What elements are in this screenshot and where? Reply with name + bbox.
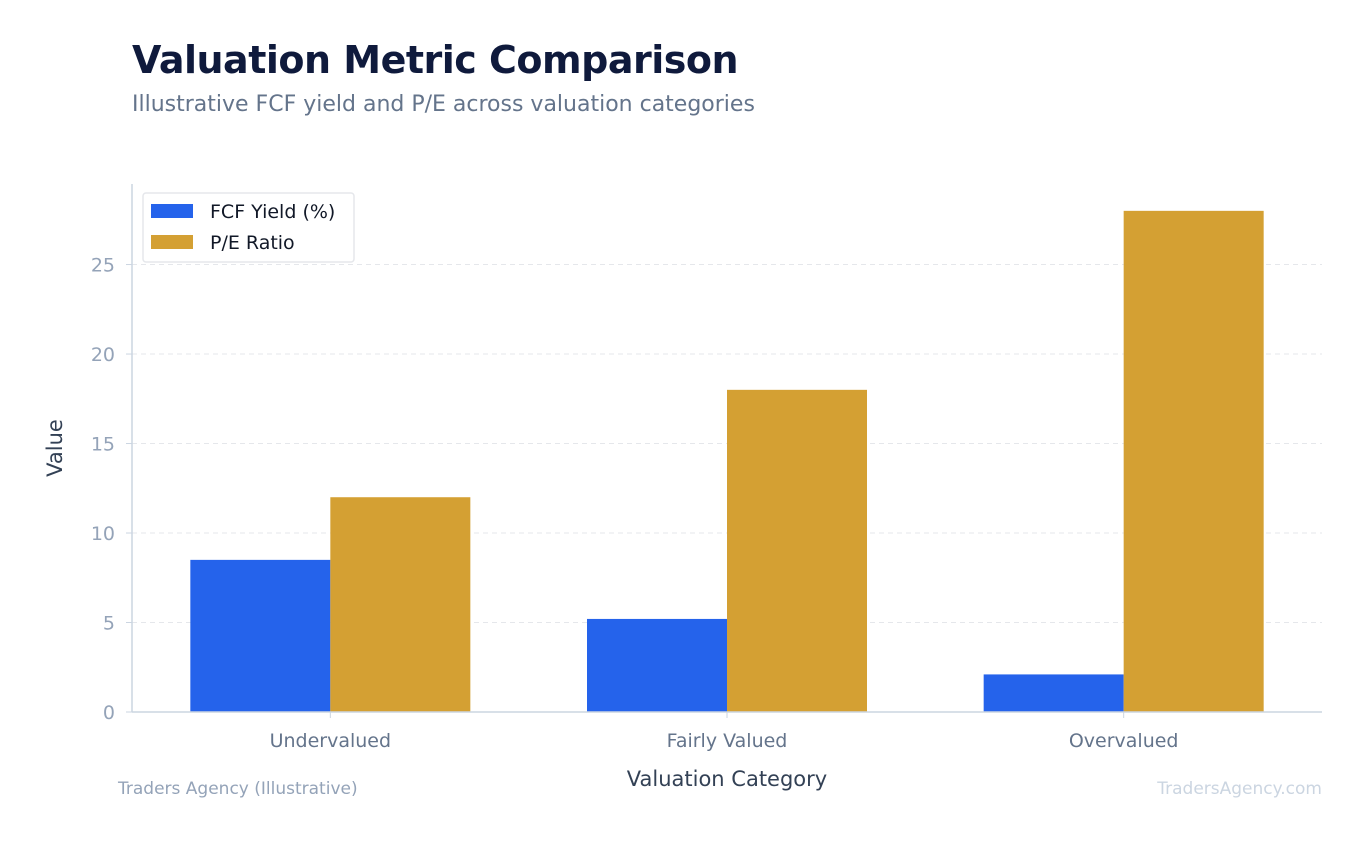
source-note: Traders Agency (Illustrative) [118, 779, 358, 799]
y-tick-label: 25 [91, 255, 115, 277]
bars [190, 210, 1264, 712]
bar-fcf-yield-undervalued [190, 559, 331, 712]
bar-fcf-yield-fairly-valued [587, 618, 727, 712]
bar-p-e-ratio-fairly-valued [727, 389, 867, 712]
y-tick-label: 0 [103, 702, 115, 724]
y-tick-label: 15 [91, 434, 115, 456]
bar-p-e-ratio-undervalued [330, 497, 471, 712]
legend-swatch [151, 204, 193, 218]
chart-title: Valuation Metric Comparison [132, 38, 739, 82]
x-tick-label: Fairly Valued [667, 730, 788, 752]
axes [126, 184, 1322, 718]
x-tick-label: Undervalued [270, 730, 391, 752]
x-axis-title: Valuation Category [627, 767, 827, 791]
tick-labels: 0 5 10 15 20 25 Undervalued Fairly Valued Overva… [91, 255, 1179, 752]
legend-swatch [151, 235, 193, 249]
y-tick-label: 5 [103, 613, 115, 635]
bar-fcf-yield-overvalued [983, 674, 1124, 712]
y-tick-label: 20 [91, 344, 115, 366]
legend: FCF Yield (%) P/E Ratio [142, 192, 355, 263]
watermark: TradersAgency.com [1157, 779, 1322, 799]
bar-p-e-ratio-overvalued [1123, 210, 1264, 712]
y-axis-title: Value [43, 419, 67, 477]
legend-label: P/E Ratio [210, 232, 295, 254]
y-tick-label: 10 [91, 523, 115, 545]
chart-subtitle: Illustrative FCF yield and P/E across va… [132, 92, 755, 117]
x-tick-label: Overvalued [1069, 730, 1179, 752]
legend-label: FCF Yield (%) [210, 201, 335, 223]
legend-box [142, 192, 355, 263]
